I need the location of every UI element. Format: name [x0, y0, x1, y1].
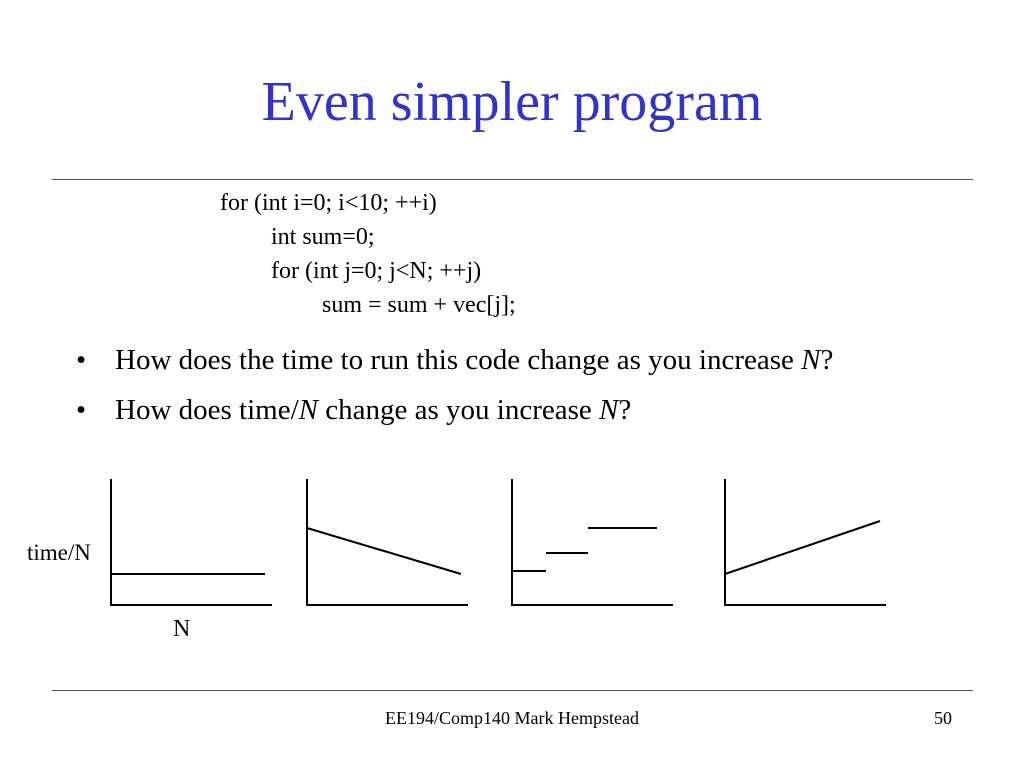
bullet-item-2: • How does time/N change as you increase …	[76, 392, 631, 428]
plot-4-curve	[724, 520, 881, 575]
bullet-text-part: How does time/	[115, 394, 299, 426]
variable-n: N	[801, 344, 821, 376]
code-line-2: int sum=0;	[271, 224, 375, 250]
bullet-marker: •	[76, 394, 87, 426]
bullet-text-part: change as you increase	[318, 394, 600, 426]
top-divider	[52, 179, 973, 180]
variable-n: N	[298, 394, 318, 426]
x-axis-label: N	[173, 616, 191, 642]
plot-increasing	[724, 479, 886, 606]
plot-2-curve	[306, 527, 462, 575]
bullet-text-part: How does the time to run this code chang…	[115, 344, 802, 376]
plot-steps	[511, 479, 673, 606]
plot-decreasing	[306, 479, 468, 606]
bullet-marker: •	[76, 344, 87, 376]
question-mark: ?	[820, 344, 834, 376]
code-line-3: for (int j=0; j<N; ++j)	[271, 258, 482, 284]
bullet-item-1: • How does the time to run this code chan…	[76, 342, 833, 378]
plot-constant	[110, 479, 272, 606]
variable-n: N	[599, 394, 619, 426]
footer-credit: EE194/Comp140 Mark Hempstead	[385, 708, 639, 728]
y-axis-label: time/N	[27, 540, 91, 565]
code-line-4: sum = sum + vec[j];	[322, 292, 516, 318]
code-line-1: for (int i=0; i<10; ++i)	[220, 190, 437, 216]
bottom-divider	[52, 690, 973, 691]
slide-title: Even simpler program	[261, 71, 763, 133]
page-number: 50	[934, 708, 952, 728]
question-mark: ?	[618, 394, 632, 426]
